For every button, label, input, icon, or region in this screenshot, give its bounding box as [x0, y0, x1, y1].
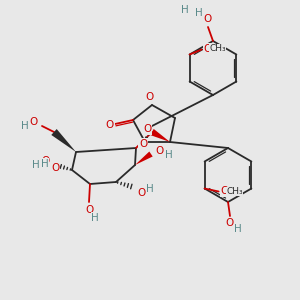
Text: H: H [91, 213, 99, 223]
Text: O: O [226, 218, 234, 228]
Text: O: O [42, 156, 50, 166]
Polygon shape [51, 129, 76, 152]
Text: H: H [21, 121, 29, 131]
Text: O: O [156, 146, 164, 156]
Text: H: H [234, 224, 242, 234]
Text: O: O [146, 92, 154, 102]
Text: O: O [220, 187, 229, 196]
Text: H: H [32, 160, 40, 170]
Text: O: O [139, 139, 147, 149]
Text: H: H [181, 5, 189, 15]
Text: O: O [203, 44, 212, 53]
Text: O: O [30, 117, 38, 127]
Text: CH₃: CH₃ [226, 187, 243, 196]
Polygon shape [150, 129, 170, 142]
Text: H: H [41, 159, 49, 169]
Text: O: O [143, 124, 151, 134]
Text: H: H [195, 8, 203, 18]
Text: H: H [146, 184, 154, 194]
Polygon shape [135, 152, 153, 165]
Text: O: O [85, 205, 93, 215]
Text: O: O [106, 120, 114, 130]
Text: H: H [165, 150, 173, 160]
Text: O: O [137, 188, 145, 198]
Text: O: O [204, 14, 212, 24]
Text: O: O [51, 163, 59, 173]
Text: CH₃: CH₃ [209, 44, 226, 53]
